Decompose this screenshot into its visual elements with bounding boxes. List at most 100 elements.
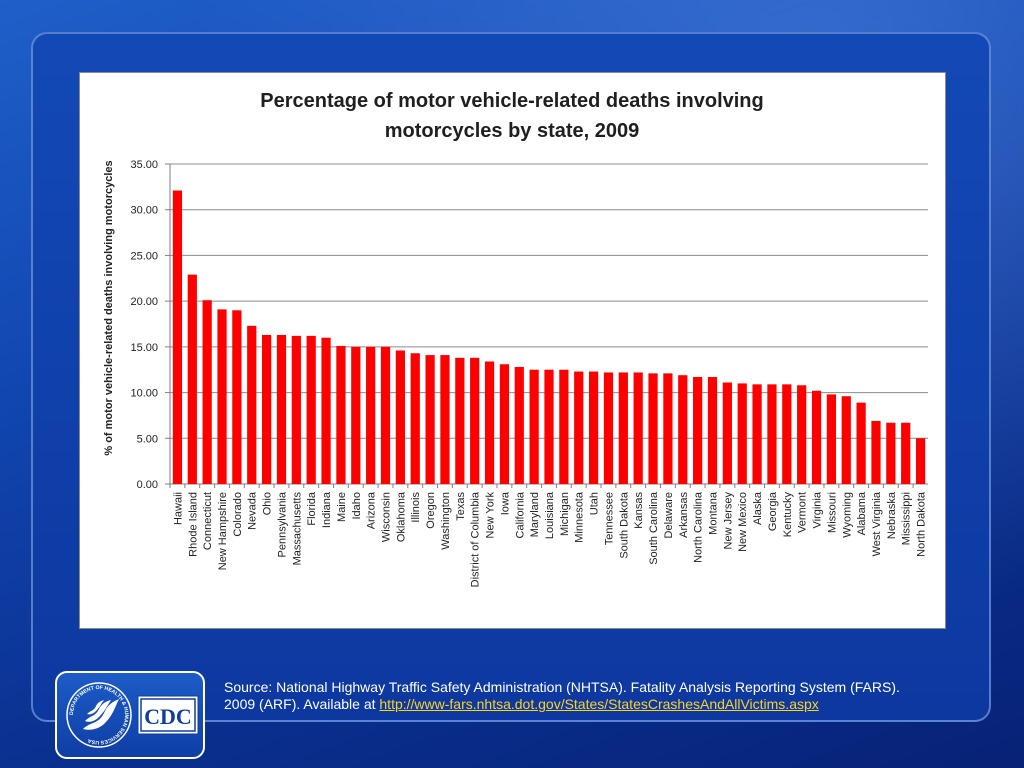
x-tick-label: Hawaii xyxy=(172,492,184,525)
x-tick-label: Ohio xyxy=(262,492,274,515)
y-tick-label: 20.00 xyxy=(130,296,158,308)
bar xyxy=(440,355,450,484)
y-axis-label: % of motor vehicle-related deaths involv… xyxy=(103,160,115,455)
hhs-cdc-logo: DEPARTMENT OF HEALTH & HUMAN SERVICES US… xyxy=(55,671,205,759)
bar xyxy=(811,390,822,484)
x-tick-label: Rhode Island xyxy=(187,492,199,557)
x-tick-label: Pennsylvania xyxy=(276,491,288,557)
x-tick-label: Michigan xyxy=(559,492,571,536)
bar xyxy=(529,369,539,484)
y-tick-label: 5.00 xyxy=(137,433,158,445)
bar xyxy=(544,369,554,484)
x-tick-label: California xyxy=(514,491,526,538)
bar xyxy=(232,310,242,484)
bar xyxy=(559,369,569,484)
source-link[interactable]: http://www-fars.nhtsa.dot.gov/States/Sta… xyxy=(379,696,819,712)
x-tick-label: North Carolina xyxy=(693,491,705,563)
bar xyxy=(380,346,391,484)
x-tick-label: Mississippi xyxy=(901,492,913,545)
chart-frame: Percentage of motor vehicle-related deat… xyxy=(79,72,946,629)
bar xyxy=(648,373,658,484)
x-tick-label: Indiana xyxy=(321,491,333,528)
bar xyxy=(470,357,480,484)
bar xyxy=(826,394,836,484)
x-tick-label: Maryland xyxy=(529,492,541,537)
x-tick-label: Illinois xyxy=(410,492,422,523)
bar xyxy=(886,422,896,484)
x-tick-label: New Hampshire xyxy=(217,492,229,570)
x-tick-label: Wyoming xyxy=(841,492,853,538)
x-tick-label: Idaho xyxy=(351,492,363,520)
bar xyxy=(410,353,420,484)
bar xyxy=(767,384,777,484)
x-tick-label: New York xyxy=(485,492,497,539)
x-tick-label: Maine xyxy=(336,492,348,522)
y-tick-label: 15.00 xyxy=(130,342,158,354)
bar xyxy=(262,334,272,484)
bar xyxy=(707,377,718,484)
x-tick-label: Massachusetts xyxy=(291,492,303,566)
bar xyxy=(618,372,628,484)
bar xyxy=(425,355,435,484)
bar xyxy=(856,402,866,484)
x-tick-label: Texas xyxy=(455,492,467,521)
x-tick-label: North Dakota xyxy=(916,491,928,557)
bar xyxy=(366,346,376,484)
x-tick-label: Kentucky xyxy=(782,492,794,538)
bar xyxy=(663,373,673,484)
bar xyxy=(752,384,762,484)
chart-title-line-1: Percentage of motor vehicle-related deat… xyxy=(260,90,763,112)
x-tick-label: South Carolina xyxy=(648,491,660,565)
bar xyxy=(395,350,405,484)
source-citation: Source: National Highway Traffic Safety … xyxy=(224,679,994,713)
bar xyxy=(737,383,747,484)
x-tick-label: Arizona xyxy=(366,491,378,529)
x-tick-label: Nebraska xyxy=(886,491,898,539)
bar xyxy=(247,325,257,484)
bar xyxy=(901,422,911,484)
x-tick-label: Utah xyxy=(589,492,601,515)
bar xyxy=(276,334,287,484)
x-tick-label: Virginia xyxy=(812,491,824,528)
y-tick-label: 0.00 xyxy=(137,479,158,491)
bar xyxy=(588,371,599,484)
x-tick-label: Washington xyxy=(440,492,452,550)
bar xyxy=(722,382,732,484)
bar xyxy=(306,335,316,484)
bar xyxy=(351,346,361,484)
bar xyxy=(633,372,643,484)
cdc-logo-icon: CDC xyxy=(137,695,199,735)
x-tick-label: South Dakota xyxy=(618,491,630,559)
bar xyxy=(321,337,331,484)
bar xyxy=(841,396,851,484)
x-tick-label: Tennessee xyxy=(603,492,615,545)
bar xyxy=(187,274,197,484)
bar xyxy=(871,420,881,484)
x-tick-label: Colorado xyxy=(232,492,244,537)
bar xyxy=(693,377,703,484)
x-tick-label: Georgia xyxy=(767,491,779,531)
y-tick-label: 30.00 xyxy=(130,205,158,217)
bar xyxy=(797,385,807,484)
x-tick-label: Nevada xyxy=(247,491,259,530)
x-tick-label: Oregon xyxy=(425,492,437,529)
x-tick-label: Wisconsin xyxy=(381,492,393,542)
bar xyxy=(514,366,524,484)
x-tick-label: New Mexico xyxy=(737,492,749,552)
x-tick-label: Alaska xyxy=(752,491,764,525)
bar xyxy=(336,345,346,484)
chart-title-line-2: motorcycles by state, 2009 xyxy=(385,120,640,142)
x-tick-label: Florida xyxy=(306,491,318,526)
x-tick-label: Vermont xyxy=(797,492,809,533)
bar xyxy=(915,438,926,484)
y-tick-label: 35.00 xyxy=(130,159,158,171)
bar xyxy=(217,309,227,484)
bar xyxy=(603,372,614,484)
bar xyxy=(291,335,301,484)
x-tick-label: Connecticut xyxy=(202,492,214,550)
x-tick-label: Delaware xyxy=(663,492,675,538)
hhs-seal-icon: DEPARTMENT OF HEALTH & HUMAN SERVICES US… xyxy=(66,682,132,748)
x-tick-label: Alabama xyxy=(856,491,868,535)
x-tick-label: Arkansas xyxy=(678,492,690,538)
x-tick-label: West Virginia xyxy=(871,491,883,556)
